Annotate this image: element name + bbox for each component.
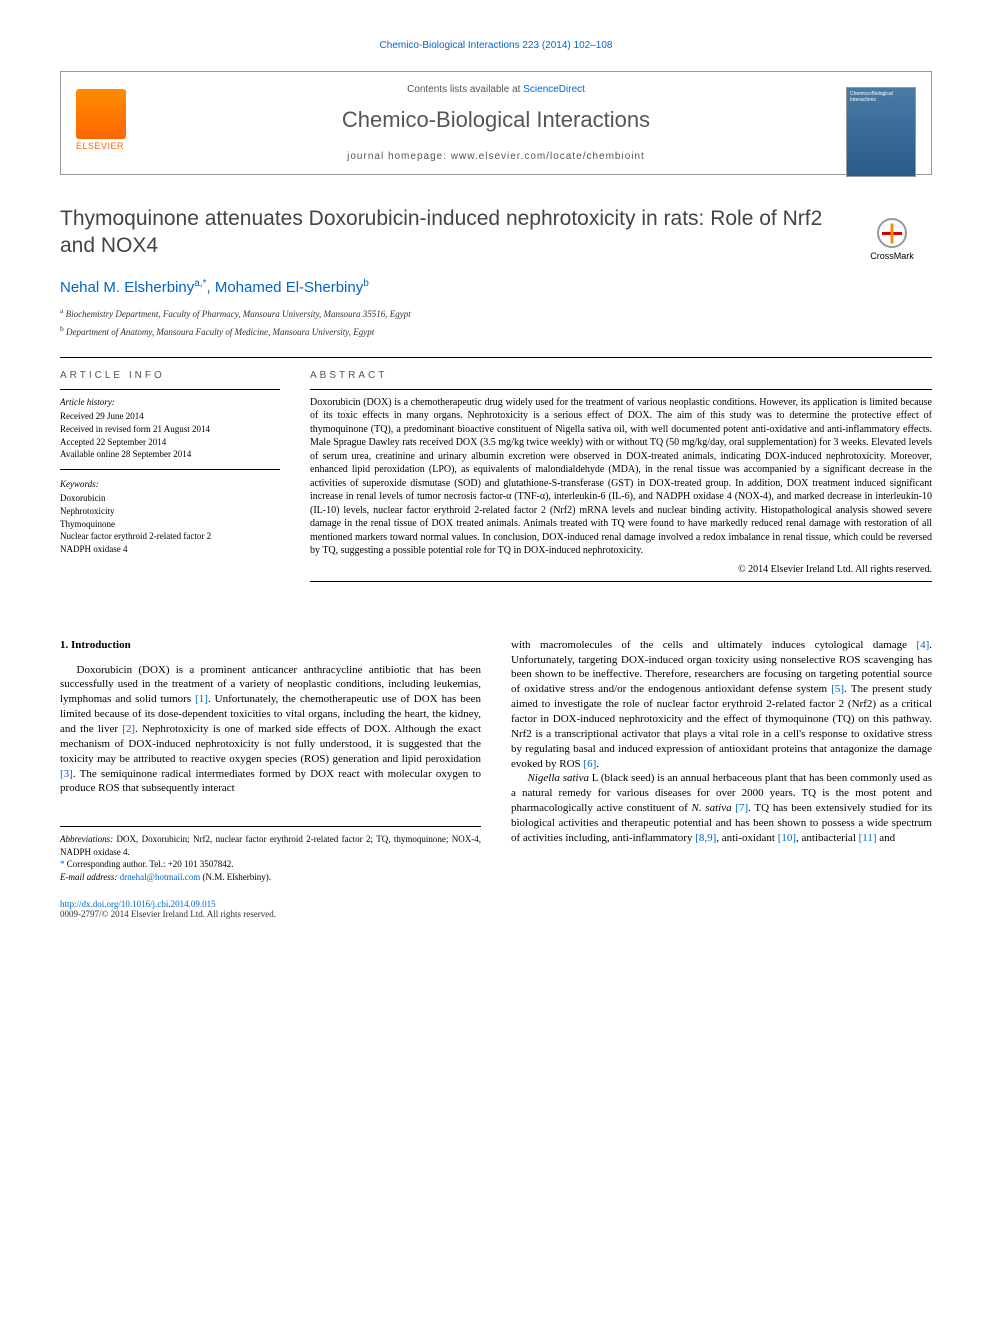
ref-link-10[interactable]: [10] [778,832,796,844]
keywords-block: Keywords: Doxorubicin Nephrotoxicity Thy… [60,478,280,564]
intro-paragraph-2: Nigella sativa L (black seed) is an annu… [511,771,932,845]
email-link[interactable]: drnehal@hotmail.com [117,872,200,882]
elsevier-label: ELSEVIER [76,141,136,151]
article-history-block: Article history: Received 29 June 2014 R… [60,396,280,470]
history-label: Article history: [60,396,280,409]
email-footnote: E-mail address: drnehal@hotmail.com (N.M… [60,871,481,884]
abstract-text: Doxorubicin (DOX) is a chemotherapeutic … [310,396,932,558]
abstract-section: ABSTRACT Doxorubicin (DOX) is a chemothe… [310,370,932,588]
intro-heading: 1. Introduction [60,638,481,653]
elsevier-tree-icon [76,89,126,139]
sciencedirect-link[interactable]: ScienceDirect [523,84,585,95]
keyword: Doxorubicin [60,492,280,505]
elsevier-logo[interactable]: ELSEVIER [76,89,136,159]
contents-prefix: Contents lists available at [407,84,523,95]
homepage-prefix: journal homepage: [347,151,451,162]
keyword: Thymoquinone [60,518,280,531]
authors-line: Nehal M. Elsherbinya,*, Mohamed El-Sherb… [60,278,932,296]
history-online: Available online 28 September 2014 [60,448,280,461]
history-received: Received 29 June 2014 [60,410,280,423]
ref-link-89[interactable]: [8,9] [695,832,716,844]
article-info-heading: ARTICLE INFO [60,370,280,381]
author-2[interactable]: , Mohamed El-Sherbiny [206,279,363,296]
affiliation-a: a Biochemistry Department, Faculty of Ph… [60,306,932,321]
doi-link[interactable]: http://dx.doi.org/10.1016/j.cbi.2014.09.… [60,899,216,909]
journal-cover-thumbnail[interactable]: Chemico-Biological Interactions [846,87,916,177]
journal-name: Chemico-Biological Interactions [81,107,911,133]
ref-link-5[interactable]: [5] [831,683,844,695]
history-accepted: Accepted 22 September 2014 [60,436,280,449]
ref-link-1[interactable]: [1] [195,693,208,705]
header-citation[interactable]: Chemico-Biological Interactions 223 (201… [60,40,932,51]
page-footer: http://dx.doi.org/10.1016/j.cbi.2014.09.… [60,899,932,919]
journal-cover-title: Chemico-Biological Interactions [847,88,915,106]
column-left: 1. Introduction Doxorubicin (DOX) is a p… [60,638,481,884]
affiliation-b: b Department of Anatomy, Mansoura Facult… [60,324,932,339]
ref-link-2[interactable]: [2] [122,723,135,735]
keyword: Nuclear factor erythroid 2-related facto… [60,530,280,543]
crossmark-label: CrossMark [852,251,932,261]
ref-link-4[interactable]: [4] [916,639,929,651]
author-2-affil-sup: b [363,278,369,289]
ref-link-3[interactable]: [3] [60,768,73,780]
intro-paragraph-1: Doxorubicin (DOX) is a prominent antican… [60,663,481,797]
ref-link-6[interactable]: [6] [583,758,596,770]
abstract-copyright: © 2014 Elsevier Ireland Ltd. All rights … [310,564,932,575]
abbreviations-footnote: Abbreviations: DOX, Doxorubicin; Nrf2, n… [60,833,481,858]
crossmark-icon [877,218,907,248]
ref-link-11[interactable]: [11] [859,832,877,844]
column-right: with macromolecules of the cells and ult… [511,638,932,884]
author-1[interactable]: Nehal M. Elsherbiny [60,279,194,296]
crossmark-badge[interactable]: CrossMark [852,218,932,261]
abstract-divider [310,389,932,390]
keywords-label: Keywords: [60,478,280,491]
corresponding-footnote: * Corresponding author. Tel.: +20 101 35… [60,858,481,871]
affiliations: a Biochemistry Department, Faculty of Ph… [60,306,932,339]
keyword: Nephrotoxicity [60,505,280,518]
issn-copyright: 0009-2797/© 2014 Elsevier Ireland Ltd. A… [60,909,932,919]
homepage-url[interactable]: www.elsevier.com/locate/chembioint [451,151,645,162]
info-divider [60,389,280,390]
author-1-affil-sup: a, [194,278,202,289]
journal-homepage: journal homepage: www.elsevier.com/locat… [81,151,911,162]
keyword: NADPH oxidase 4 [60,543,280,556]
section-divider [60,357,932,358]
abstract-heading: ABSTRACT [310,370,932,381]
ref-link-7[interactable]: [7] [735,802,748,814]
intro-paragraph-1-cont: with macromolecules of the cells and ult… [511,638,932,772]
article-title: Thymoquinone attenuates Doxorubicin-indu… [60,205,932,260]
history-revised: Received in revised form 21 August 2014 [60,423,280,436]
contents-available: Contents lists available at ScienceDirec… [81,84,911,95]
abstract-end-divider [310,581,932,582]
journal-header-box: ELSEVIER Chemico-Biological Interactions… [60,71,932,175]
body-text: 1. Introduction Doxorubicin (DOX) is a p… [60,638,932,884]
footnotes: Abbreviations: DOX, Doxorubicin; Nrf2, n… [60,826,481,883]
article-info-sidebar: ARTICLE INFO Article history: Received 2… [60,370,280,588]
